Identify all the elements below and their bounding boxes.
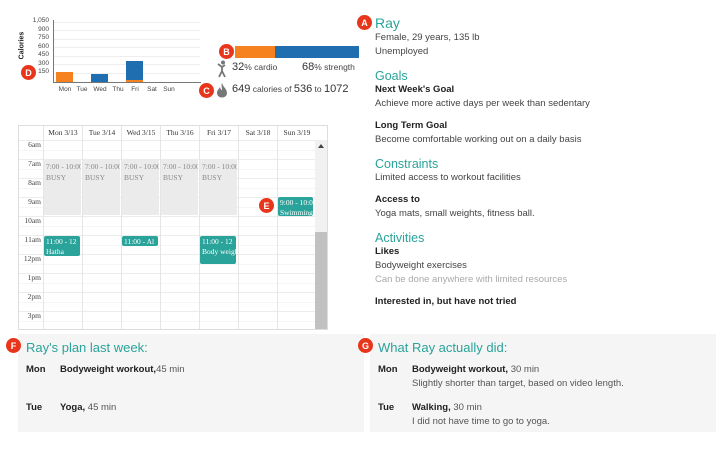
likes-text: Bodyweight exercises xyxy=(375,260,467,271)
day-header: Fri 3/17 xyxy=(199,126,238,140)
likes-note: Can be done anywhere with limited resour… xyxy=(375,274,568,285)
constraint-text: Limited access to workout facilities xyxy=(375,172,521,183)
day-header: Sun 3/19 xyxy=(277,126,316,140)
time-label: 7am xyxy=(28,159,41,168)
scroll-thumb[interactable] xyxy=(315,232,327,329)
access-text: Yoga mats, small weights, fitness ball. xyxy=(375,208,535,219)
calendar-scrollbar[interactable] xyxy=(315,140,327,329)
event-mon-hatha[interactable]: 11:00 - 12 Hatha xyxy=(44,236,80,256)
x-tick: Sat xyxy=(147,86,157,93)
time-label: 8am xyxy=(28,178,41,187)
day-header: Mon 3/13 xyxy=(43,126,82,140)
bar-wed-strength xyxy=(91,74,108,82)
x-tick: Thu xyxy=(112,86,124,93)
y-tick: 900 xyxy=(38,26,49,33)
plan-panel: Ray's plan last week: Mon Bodyweight wor… xyxy=(18,334,364,432)
x-tick: Tue xyxy=(76,86,88,93)
busy-block-thu[interactable]: 7:00 - 10:00 BUSY xyxy=(161,159,198,215)
y-tick: 600 xyxy=(38,43,49,50)
event-sun-swimming[interactable]: 9:00 - 10:0 Swimming xyxy=(278,197,313,216)
goals-heading: Goals xyxy=(375,69,408,83)
likes-label: Likes xyxy=(375,246,400,257)
bar-mon-cardio xyxy=(56,72,73,82)
bar-fri-strength xyxy=(126,61,143,80)
cardio-segment xyxy=(235,46,275,58)
marker-a: A xyxy=(357,15,372,30)
profile-occupation: Unemployed xyxy=(375,46,429,57)
busy-block-tue[interactable]: 7:00 - 10:00 BUSY xyxy=(83,159,120,215)
day-header: Tue 3/14 xyxy=(82,126,121,140)
y-tick: 300 xyxy=(38,60,49,67)
long-term-goal: Become comfortable working out on a dail… xyxy=(375,134,582,145)
activities-heading: Activities xyxy=(375,231,425,245)
marker-f: F xyxy=(6,338,21,353)
actual-row: Tue Walking, 30 min I did not have time t… xyxy=(378,402,550,427)
marker-g: G xyxy=(358,338,373,353)
actual-panel: What Ray actually did: Mon Bodyweight wo… xyxy=(370,334,716,432)
time-label: 9am xyxy=(28,197,41,206)
time-label: 12pm xyxy=(23,254,41,263)
time-label: 6am xyxy=(28,140,41,149)
y-tick: 150 xyxy=(38,68,49,75)
calories-stat: 649 calories of 536 to 1072 xyxy=(232,83,349,95)
calendar-header: Mon 3/13 Tue 3/14 Wed 3/15 Thu 3/16 Fri … xyxy=(43,126,316,140)
plan-row: Tue Yoga, 45 min xyxy=(26,402,117,413)
scroll-up-arrow-icon[interactable] xyxy=(318,144,324,148)
flame-icon xyxy=(216,82,228,98)
time-label: 10am xyxy=(24,216,41,225)
marker-d: D xyxy=(21,65,36,80)
strength-segment xyxy=(274,46,359,58)
x-tick: Sun xyxy=(163,86,175,93)
x-tick: Fri xyxy=(131,86,139,93)
time-label: 3pm xyxy=(27,311,41,320)
busy-block-mon[interactable]: 7:00 - 10:00 BUSY xyxy=(44,159,81,215)
plan-title: Ray's plan last week: xyxy=(26,340,148,355)
marker-b: B xyxy=(219,44,234,59)
x-tick: Mon xyxy=(58,86,72,93)
constraints-heading: Constraints xyxy=(375,157,439,171)
marker-e: E xyxy=(259,198,274,213)
y-tick: 1,050 xyxy=(32,17,49,24)
profile-demographics: Female, 29 years, 135 lb xyxy=(375,32,480,43)
day-header: Wed 3/15 xyxy=(121,126,160,140)
access-label: Access to xyxy=(375,194,420,205)
x-tick: Wed xyxy=(93,86,107,93)
weekly-calendar[interactable]: Mon 3/13 Tue 3/14 Wed 3/15 Thu 3/16 Fri … xyxy=(18,125,328,330)
marker-c: C xyxy=(199,83,214,98)
busy-block-wed[interactable]: 7:00 - 10:00 BUSY xyxy=(122,159,159,215)
y-tick: 450 xyxy=(38,51,49,58)
interested-label: Interested in, but have not tried xyxy=(375,296,517,307)
next-week-goal: Achieve more active days per week than s… xyxy=(375,98,590,109)
actual-title: What Ray actually did: xyxy=(378,340,508,355)
event-wed[interactable]: 11:00 - Al xyxy=(122,236,158,246)
next-week-goal-label: Next Week's Goal xyxy=(375,84,455,95)
day-header: Thu 3/16 xyxy=(160,126,199,140)
long-term-goal-label: Long Term Goal xyxy=(375,120,448,131)
time-label: 11am xyxy=(24,235,41,244)
profile-panel: Ray Female, 29 years, 135 lb Unemployed … xyxy=(375,15,705,309)
actual-row: Mon Bodyweight workout, 30 min Slightly s… xyxy=(378,364,624,389)
time-label: 1pm xyxy=(27,273,41,282)
strength-stat: 68% strength xyxy=(302,61,355,73)
busy-block-fri[interactable]: 7:00 - 10:00 BUSY xyxy=(200,159,237,215)
day-header: Sat 3/18 xyxy=(238,126,277,140)
y-tick: 750 xyxy=(38,34,49,41)
bar-fri-cardio xyxy=(126,80,143,82)
cardio-stat: 32% cardio xyxy=(232,61,278,73)
exercise-person-icon xyxy=(215,60,229,78)
plan-row: Mon Bodyweight workout,45 min xyxy=(26,364,185,375)
calories-bar-chart: Calories 1,050 900 750 600 450 300 150 M… xyxy=(18,14,201,104)
profile-name: Ray xyxy=(375,15,400,31)
cardio-strength-split-bar xyxy=(235,46,359,58)
time-label: 2pm xyxy=(27,292,41,301)
